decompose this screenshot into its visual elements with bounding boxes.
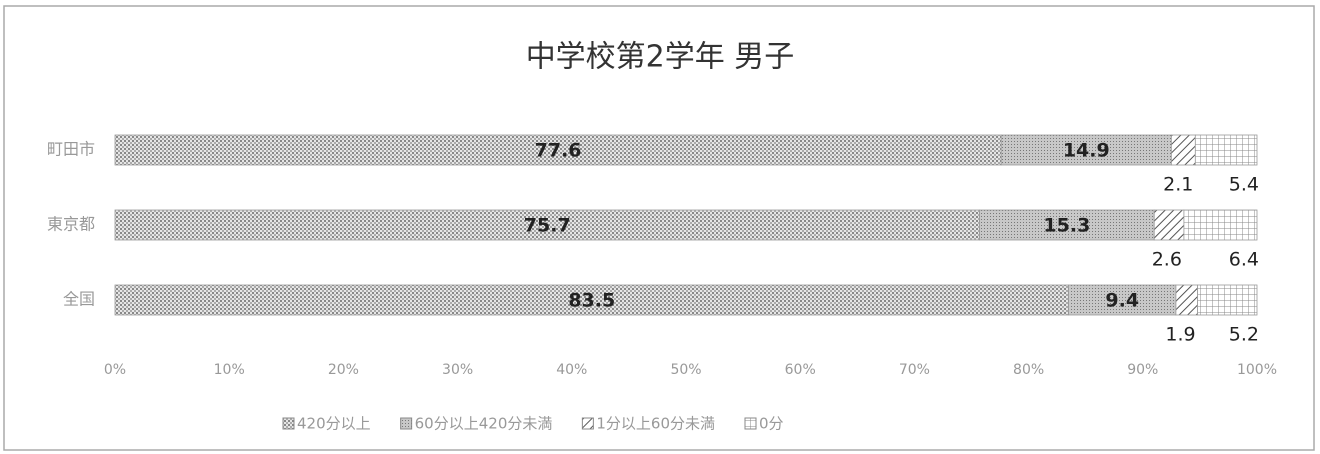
- x-tick-label: 70%: [899, 362, 930, 378]
- x-tick-label: 80%: [1013, 362, 1044, 378]
- value-label: 9.4: [1105, 290, 1139, 312]
- frame: [3, 5, 1315, 451]
- legend-label: 0分: [759, 415, 784, 433]
- legend-swatch: [744, 417, 757, 430]
- x-tick-label: 90%: [1127, 362, 1158, 378]
- value-label: 2.1: [1163, 174, 1193, 196]
- value-label: 77.6: [535, 140, 582, 162]
- bar-segment: [1197, 284, 1258, 316]
- value-label: 14.9: [1063, 140, 1110, 162]
- bar-segment: [1153, 209, 1185, 241]
- x-tick-label: 60%: [785, 362, 816, 378]
- legend-label: 1分以上60分未満: [596, 415, 715, 433]
- bar-segment: [1183, 209, 1258, 241]
- x-tick-label: 0%: [104, 362, 126, 378]
- x-tick-label: 30%: [442, 362, 473, 378]
- bar-segment: [114, 284, 1069, 316]
- chart-title: 中学校第2学年 男子: [526, 40, 795, 75]
- bar-segment: [979, 209, 1155, 241]
- legend-swatch: [400, 417, 413, 430]
- value-label: 15.3: [1043, 215, 1090, 237]
- x-tick-label: 100%: [1237, 362, 1277, 378]
- x-tick-label: 20%: [328, 362, 359, 378]
- bar-segment: [1000, 134, 1172, 166]
- category-label: 東京都: [47, 215, 95, 234]
- value-label: 6.4: [1229, 249, 1259, 271]
- value-label: 5.4: [1229, 174, 1259, 196]
- category-label: 町田市: [47, 140, 95, 159]
- x-tick-label: 40%: [556, 362, 587, 378]
- x-tick-label: 10%: [214, 362, 245, 378]
- value-label: 75.7: [524, 215, 571, 237]
- legend-swatch: [282, 417, 295, 430]
- category-label: 全国: [63, 290, 95, 309]
- value-label: 2.6: [1152, 249, 1182, 271]
- value-label: 1.9: [1165, 324, 1195, 346]
- bar-segment: [1175, 284, 1199, 316]
- value-label: 5.2: [1229, 324, 1259, 346]
- legend-label: 420分以上: [297, 415, 371, 433]
- legend-swatch: [581, 417, 594, 430]
- x-tick-label: 50%: [670, 362, 701, 378]
- bar-segment: [1068, 284, 1177, 316]
- legend-label: 60分以上420分未満: [415, 415, 553, 433]
- bar-segment: [1170, 134, 1196, 166]
- bar-segment: [114, 134, 1002, 166]
- bar-segment: [1194, 134, 1258, 166]
- value-label: 83.5: [568, 290, 615, 312]
